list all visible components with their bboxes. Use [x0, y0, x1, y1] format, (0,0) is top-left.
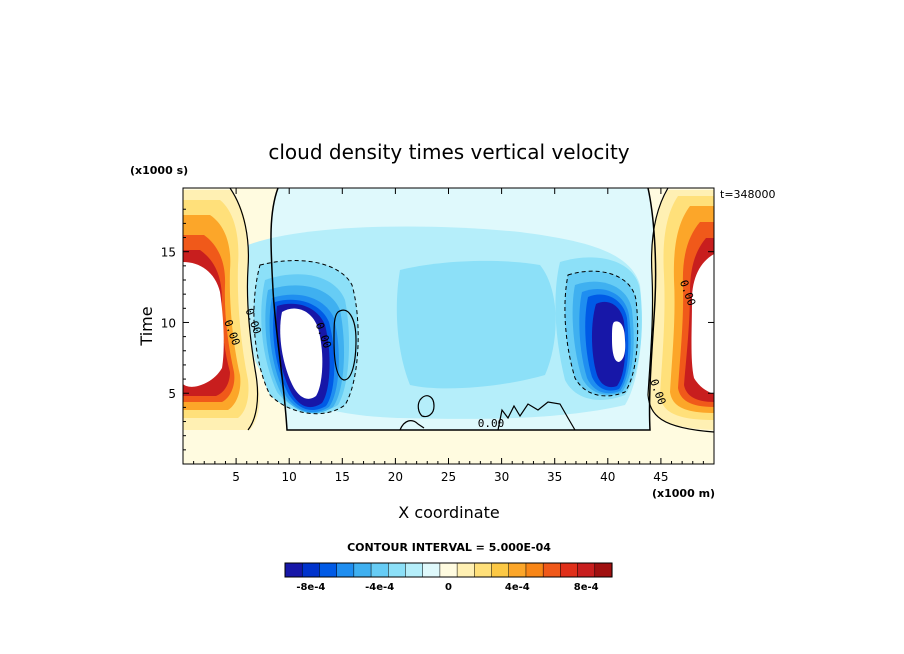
colorbar-tick-label: -4e-4 — [365, 582, 394, 593]
x-tick-label: 40 — [600, 470, 615, 484]
y-unit-label: (x1000 s) — [130, 164, 188, 177]
x-tick-label: 35 — [547, 470, 562, 484]
x-tick-label: 10 — [282, 470, 297, 484]
colorbar-swatch — [405, 562, 424, 578]
x-unit-label: (x1000 m) — [652, 487, 715, 500]
contour-label: 0.00 — [478, 417, 505, 430]
x-tick-label: 45 — [653, 470, 668, 484]
colorbar-swatch — [439, 562, 458, 578]
colorbar: -8e-4 -4e-4 0 4e-4 8e-4 — [284, 562, 613, 593]
x-tick-label: 30 — [494, 470, 509, 484]
colorbar-swatch — [491, 562, 510, 578]
colorbar-swatch — [577, 562, 596, 578]
colorbar-swatch — [542, 562, 561, 578]
zero-contour-bumps — [399, 401, 576, 431]
undefined-region-center-left — [280, 308, 323, 399]
zero-contour-right-lobe — [647, 188, 714, 433]
colorbar-swatch — [353, 562, 372, 578]
colorbar-swatch — [560, 562, 579, 578]
zero-contour-blob — [417, 395, 435, 418]
y-tick-label: 15 — [161, 246, 176, 260]
colorbar-tick-label: -8e-4 — [296, 582, 325, 593]
zero-contour-small-left — [333, 309, 357, 381]
x-tick-label: 20 — [388, 470, 403, 484]
undefined-region-right — [691, 254, 714, 394]
colorbar-swatch — [474, 562, 493, 578]
chart-title: cloud density times vertical velocity — [268, 140, 629, 164]
x-axis-label: X coordinate — [398, 503, 499, 522]
colorbar-tick-label: 0 — [445, 582, 452, 593]
colorbar-swatch — [388, 562, 407, 578]
colorbar-swatch — [508, 562, 527, 578]
y-tick-label: 5 — [168, 387, 176, 401]
y-tick-label: 10 — [161, 316, 176, 330]
x-axis: 5 10 15 20 25 30 35 40 45 — [193, 188, 704, 484]
undefined-region-left — [183, 262, 224, 387]
colorbar-swatch — [284, 562, 303, 578]
zero-contour-left-lobe — [229, 188, 259, 431]
y-axis-label: Time — [137, 306, 156, 346]
colorbar-swatch — [370, 562, 389, 578]
undefined-region-center-right — [612, 321, 626, 362]
negative-band-1b — [396, 260, 556, 389]
colorbar-swatch — [594, 562, 613, 578]
dashed-contour-left — [253, 260, 359, 415]
colorbar-swatch — [456, 562, 475, 578]
colorbar-swatch — [525, 562, 544, 578]
time-stamp: t=348000 — [720, 188, 776, 201]
dashed-contour-right — [564, 270, 639, 397]
colorbar-frame — [284, 562, 613, 578]
plot-field — [183, 188, 714, 464]
colorbar-swatch — [336, 562, 355, 578]
zero-contour-center — [270, 188, 657, 431]
colorbar-swatch — [422, 562, 441, 578]
colorbar-swatch — [301, 562, 320, 578]
x-tick-label: 25 — [441, 470, 456, 484]
colorbar-tick-label: 4e-4 — [505, 582, 530, 593]
x-tick-label: 5 — [232, 470, 240, 484]
x-tick-label: 15 — [335, 470, 350, 484]
contour-interval-label: CONTOUR INTERVAL = 5.000E-04 — [347, 541, 551, 554]
y-axis: 5 10 15 — [161, 208, 714, 451]
colorbar-swatch — [319, 562, 338, 578]
colorbar-tick-label: 8e-4 — [574, 582, 599, 593]
